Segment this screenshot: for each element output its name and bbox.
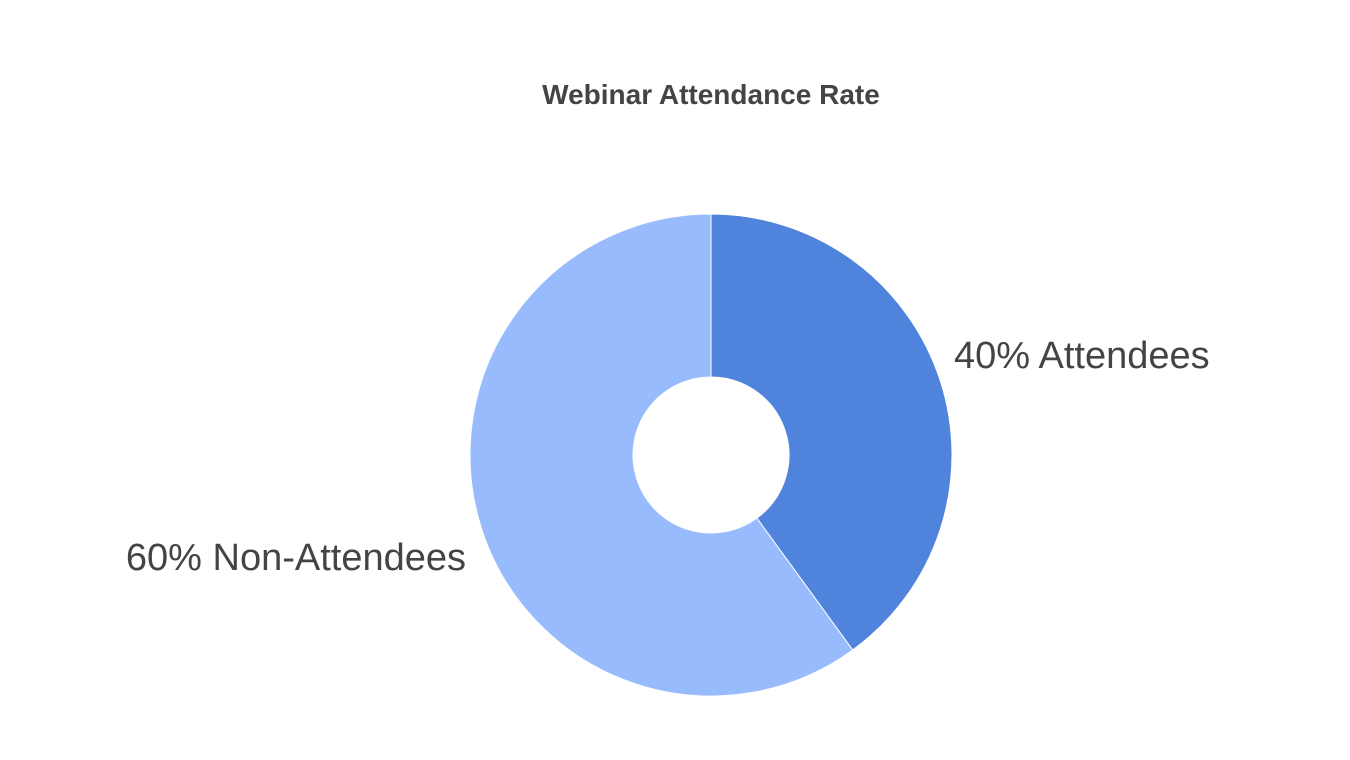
slices-group <box>469 213 953 697</box>
slice-label-attendees: 40% Attendees <box>954 335 1210 377</box>
slice-label-non-attendees: 60% Non-Attendees <box>126 537 466 579</box>
chart-title: Webinar Attendance Rate <box>542 79 880 110</box>
slice-non-attendees[interactable] <box>469 213 854 697</box>
slice-attendees[interactable] <box>710 213 953 651</box>
labels-group: 40% Attendees 60% Non-Attendees <box>126 335 1210 579</box>
